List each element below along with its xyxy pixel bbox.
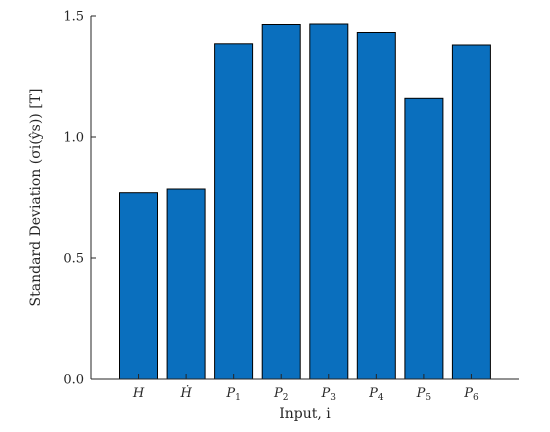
bar-P2 (261, 24, 301, 380)
bars-group (119, 23, 491, 380)
x-tick-label: P5 (416, 386, 432, 403)
y-tick-label: 1.5 (63, 10, 84, 25)
x-tick-label: P2 (273, 386, 288, 403)
y-tick-label: 0.5 (63, 252, 84, 267)
x-tick-label: P4 (368, 386, 384, 403)
bar-Ḣ (166, 188, 206, 380)
y-axis-title: Standard Deviation (σi(ŷs)) [T] (27, 89, 44, 307)
bar-P5 (404, 97, 444, 380)
bar-P3 (309, 23, 349, 380)
y-tick-label: 0.0 (63, 373, 84, 388)
x-tick-label: P3 (321, 386, 337, 403)
x-axis-title: Input, i (279, 406, 331, 422)
y-ticks: 0.0 0.5 1.0 1.5 (63, 10, 96, 388)
bar-P4 (356, 32, 396, 380)
y-tick-label: 1.0 (63, 131, 84, 146)
bar-P1 (214, 43, 254, 380)
x-tick-label: H (132, 386, 145, 401)
bar-H (119, 192, 158, 380)
x-tick-label: Ḣ (179, 384, 192, 401)
bar-P6 (451, 44, 491, 380)
x-tick-label: P1 (225, 386, 240, 403)
x-tick-label: P6 (463, 386, 479, 403)
x-ticks: H Ḣ P1 P2 P3 P4 P5 P6 (132, 374, 479, 403)
